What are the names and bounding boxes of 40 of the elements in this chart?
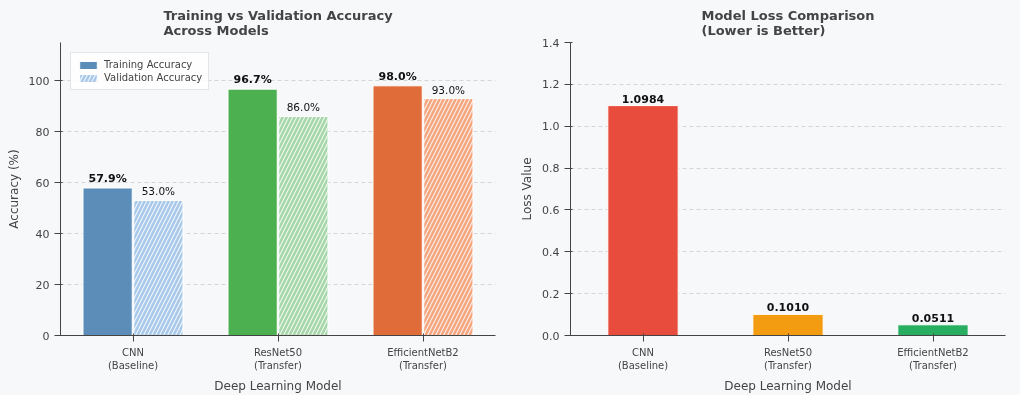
bar <box>897 324 969 336</box>
data-label: 0.0511 <box>911 311 955 325</box>
y-tick-label: 100 <box>28 74 50 88</box>
data-label: 98.0% <box>378 69 417 83</box>
y-axis-title: Loss Value <box>520 157 535 221</box>
bar <box>752 313 824 336</box>
y-tick-label: 0.0 <box>542 329 560 343</box>
x-tick-label: ResNet50 (Transfer) <box>763 346 813 371</box>
y-tick-label: 20 <box>35 278 50 292</box>
y-tick-label: 0.6 <box>542 203 560 217</box>
legend-label: Training Accuracy <box>104 59 193 70</box>
y-tick-label: 1.4 <box>542 36 560 50</box>
y-tick-label: 0.8 <box>542 162 560 176</box>
chart-title: Model Loss Comparison (Lower is Better) <box>701 7 875 38</box>
x-axis-title: Deep Learning Model <box>214 378 342 393</box>
y-tick-label: 0.2 <box>542 287 560 301</box>
x-tick-label: CNN (Baseline) <box>617 346 669 371</box>
y-tick-label: 40 <box>35 227 50 241</box>
data-label: 93.0% <box>431 83 466 96</box>
data-label: 1.0984 <box>621 92 665 106</box>
y-tick-label: 1.2 <box>542 78 560 92</box>
data-label: 96.7% <box>233 73 272 87</box>
y-tick-label: 0 <box>42 329 50 343</box>
y-tick-label: 80 <box>35 125 50 139</box>
data-label: 57.9% <box>88 171 127 185</box>
y-tick-label: 60 <box>35 176 50 190</box>
x-tick-label: CNN (Baseline) <box>107 346 159 371</box>
x-axis-title: Deep Learning Model <box>724 378 852 393</box>
data-label: 86.0% <box>286 101 321 114</box>
x-tick-label: EfficientNetB2 (Transfer) <box>387 346 459 371</box>
bar <box>607 105 679 336</box>
y-axis-title: Accuracy (%) <box>6 149 21 229</box>
data-label: 0.1010 <box>766 301 810 315</box>
legend-label: Validation Accuracy <box>104 72 203 83</box>
y-tick-label: 1.0 <box>542 120 560 134</box>
x-tick-label: ResNet50 (Transfer) <box>253 346 303 371</box>
x-tick-label: EfficientNetB2 (Transfer) <box>897 346 969 371</box>
data-label: 53.0% <box>141 185 176 198</box>
chart-title: Training vs Validation Accuracy Across Models <box>163 7 394 38</box>
y-tick-label: 0.4 <box>542 245 560 259</box>
